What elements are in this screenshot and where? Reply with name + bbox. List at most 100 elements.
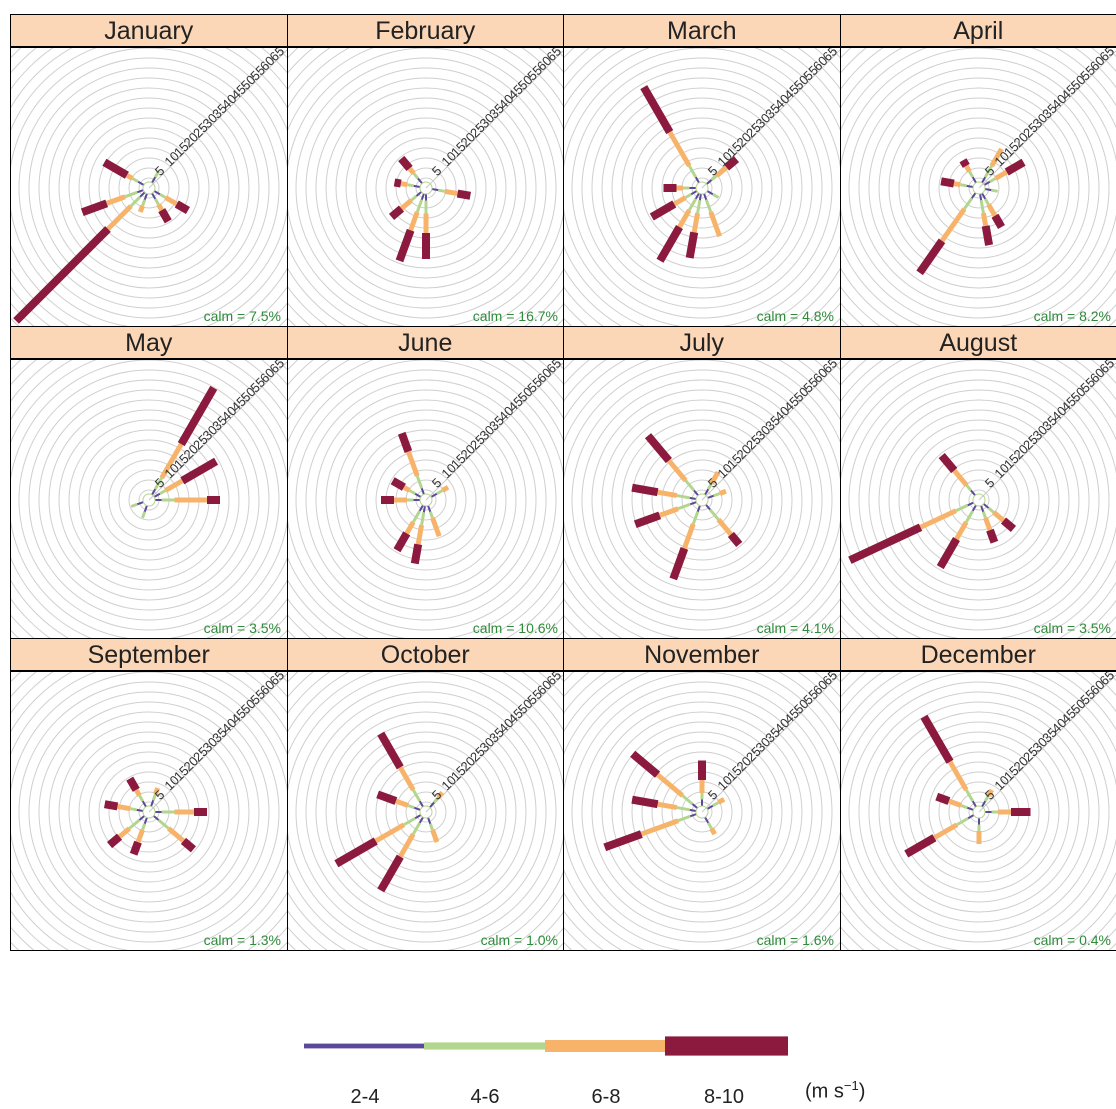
petal-segment-8-10 <box>1004 158 1026 176</box>
wind-rose-panel: October 5 10 15 20 25 30 35 40 45 50 55 60 65 calm = 1… <box>286 638 564 951</box>
petal-segment-2-4 <box>705 503 711 511</box>
petal-segment-2-4 <box>430 492 437 498</box>
month-strip-label: September <box>10 638 288 671</box>
radial-axis-line <box>701 673 840 813</box>
grid-circle <box>415 801 436 823</box>
wind-rose-plot: 5 10 15 20 25 30 35 40 45 50 55 60 65 calm = 8.2% <box>839 47 1116 327</box>
grid-circle <box>305 67 546 309</box>
petal-segment-4-6 <box>676 806 690 812</box>
grid-circle <box>888 97 1069 279</box>
petal-segment-6-8 <box>718 488 727 496</box>
wind-rose-panel: July 5 10 15 20 25 30 35 40 45 50 55 60 65 calm = 4.1% <box>563 326 841 639</box>
wind-rose-plot: 5 10 15 20 25 30 35 40 45 50 55 60 65 calm = 10.6% <box>286 359 564 639</box>
petal-segment-2-4 <box>704 488 710 496</box>
month-strip-label: March <box>563 14 841 47</box>
petal-segment-2-4 <box>703 193 708 201</box>
grid-circle <box>858 691 1099 933</box>
petal-segment-2-4 <box>970 192 976 199</box>
grid-circle <box>968 177 989 199</box>
grid-circle <box>355 741 496 883</box>
grid-circle <box>345 107 506 269</box>
petal-segment-6-8 <box>985 788 994 797</box>
petal-segment-4-6 <box>138 794 145 802</box>
petal-segment-6-8 <box>993 169 1008 181</box>
petal-segment-4-6 <box>409 194 417 202</box>
petal-segment-8-10 <box>981 225 993 246</box>
petal-segment-2-4 <box>983 180 990 186</box>
petal-segment-6-8 <box>166 826 186 843</box>
grid-circle <box>878 711 1079 913</box>
petal-segment-8-10 <box>959 158 970 168</box>
petal-segment-6-8 <box>117 826 132 839</box>
petal-segment-4-6 <box>962 197 973 210</box>
radial-axis-line <box>148 361 287 501</box>
month-strip-label: January <box>10 14 288 47</box>
month-strip-label: June <box>286 326 564 359</box>
petal-segment-2-4 <box>694 176 700 184</box>
petal-segment-2-4 <box>428 801 435 809</box>
calm-percent-label: calm = 3.5% <box>204 620 281 636</box>
petal-segment-2-4 <box>418 800 424 808</box>
grid-circle <box>661 147 743 229</box>
petal-segment-6-8 <box>397 832 415 858</box>
grid-circle <box>671 469 733 531</box>
petal-segment-2-4 <box>153 492 161 498</box>
petal-segment-8-10 <box>723 156 740 171</box>
petal-segment-4-6 <box>955 816 969 827</box>
petal-segment-8-10 <box>685 231 699 259</box>
grid-circle <box>385 771 466 853</box>
petal-segment-8-10 <box>13 226 111 324</box>
grid-circle <box>858 379 1099 621</box>
grid-circle <box>58 409 240 591</box>
petal-segment-8-10 <box>631 795 659 809</box>
petal-segment-6-8 <box>105 194 126 206</box>
grid-circle <box>898 419 1059 581</box>
petal-segment-4-6 <box>979 200 985 214</box>
grid-circle <box>591 389 813 611</box>
petal-segment-4-6 <box>967 170 974 178</box>
calm-percent-label: calm = 3.5% <box>1033 620 1110 636</box>
grid-circle <box>631 429 773 571</box>
petal-segment-2-4 <box>137 180 145 186</box>
petal-segment-6-8 <box>407 166 416 176</box>
petal-segment-6-8 <box>947 760 968 792</box>
grid-circle <box>918 439 1039 561</box>
grid-circle <box>928 449 1029 551</box>
petal-segment-8-10 <box>633 511 662 529</box>
petal-segment-6-8 <box>443 188 458 197</box>
petal-segment-2-4 <box>422 505 426 513</box>
petal-segment-6-8 <box>717 797 726 805</box>
petal-segment-8-10 <box>640 85 674 135</box>
grid-circle <box>928 137 1029 239</box>
wind-rose-plot: 5 10 15 20 25 30 35 40 45 50 55 60 65 calm = 7.5% <box>10 47 288 327</box>
legend-label-8-10: 8-10 <box>703 1086 745 1108</box>
petal-segment-4-6 <box>960 804 968 810</box>
petal-segment-8-10 <box>410 543 422 565</box>
petal-segment-8-10 <box>174 200 190 214</box>
grid-circle <box>345 731 506 893</box>
petal-segment-8-10 <box>1000 517 1016 532</box>
petal-segment-2-4 <box>980 192 986 200</box>
grid-circle <box>601 87 803 289</box>
petal-segment-2-4 <box>416 177 423 185</box>
petal-segment-8-10 <box>126 776 140 792</box>
wind-rose-panel-grid: January 5 10 15 20 25 30 35 40 45 50 55 60 65 calm = 7… <box>10 14 1116 951</box>
petal-segment-8-10 <box>903 834 936 858</box>
petal-segment-4-6 <box>128 818 141 830</box>
petal-segment-8-10 <box>631 483 659 497</box>
petal-segment-4-6 <box>141 823 147 831</box>
grid-circle <box>375 761 476 863</box>
petal-segment-8-10 <box>727 531 743 548</box>
petal-segment-4-6 <box>954 503 968 513</box>
petal-segment-2-4 <box>136 189 144 194</box>
petal-segment-4-6 <box>129 195 142 208</box>
petal-segment-2-4 <box>151 176 157 184</box>
grid-circle <box>641 127 763 249</box>
radial-axis-line <box>425 673 564 813</box>
grid-circle <box>58 721 240 903</box>
petal-segment-6-8 <box>677 208 692 229</box>
